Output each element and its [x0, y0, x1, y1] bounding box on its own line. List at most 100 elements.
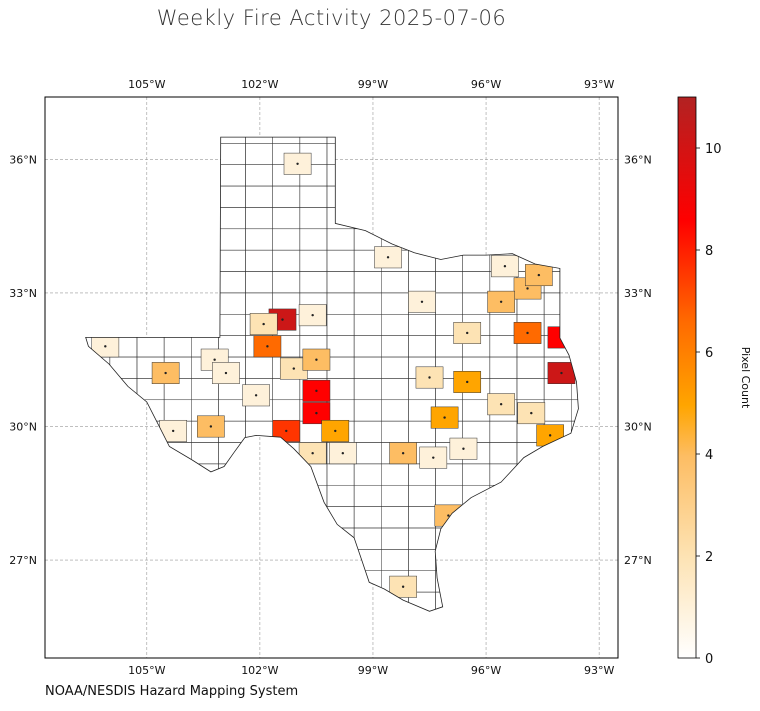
county-cell [109, 506, 138, 529]
county-cell [109, 292, 138, 315]
fire-detection-point [560, 371, 563, 375]
county-cell [353, 164, 382, 187]
county-cell [489, 228, 518, 251]
county-cell [489, 527, 518, 550]
county-cell [85, 442, 111, 465]
county-cell [381, 137, 409, 144]
county-cell [435, 164, 463, 187]
county-cell [245, 506, 273, 529]
fire-detection-point [466, 331, 469, 335]
county-cell [85, 420, 111, 443]
county-cell [543, 570, 572, 593]
county-cell [136, 591, 165, 612]
county-cell [462, 506, 491, 529]
county-cell [571, 292, 579, 315]
county-cell [163, 463, 192, 486]
county-cell [136, 442, 165, 465]
fire-detection-point [462, 447, 465, 450]
county-cell [489, 137, 518, 144]
county-cell [191, 143, 219, 165]
county-cell [571, 164, 579, 187]
fire-detection-point [526, 287, 529, 290]
county-cell [85, 463, 111, 486]
colorbar-tick-0: 0 [705, 652, 713, 667]
texas-border [85, 136, 579, 612]
county-cell [136, 570, 165, 593]
colorbar-tick-4: 8 [705, 244, 713, 259]
lat-tick-right-1: 33°N [624, 287, 652, 300]
county-cell [163, 314, 192, 336]
county-cell [85, 228, 111, 251]
county-cell [326, 570, 355, 593]
county-cell [136, 314, 165, 336]
county-cell [163, 484, 192, 507]
county-cell [163, 506, 192, 529]
fire-detection-point [164, 371, 167, 375]
county-cell [109, 185, 138, 208]
county-cell [136, 143, 165, 165]
county-cell [571, 484, 579, 507]
county-cell [163, 137, 192, 144]
county-cell [245, 549, 273, 571]
county-cell [272, 527, 301, 550]
county-cell [191, 137, 219, 144]
county-cell [571, 356, 579, 379]
county-cell [353, 137, 382, 144]
county-cell [489, 570, 518, 593]
county-cell [381, 185, 409, 208]
county-cell [571, 143, 579, 165]
colorbar [677, 96, 697, 659]
county-cell [85, 207, 111, 230]
fire-detection-point [530, 411, 533, 415]
county-cell [109, 399, 138, 422]
county-cell [326, 591, 355, 612]
county-cell [489, 185, 518, 208]
county-cell [543, 463, 572, 486]
lon-tick-top-2: 99°W [358, 78, 388, 91]
county-cell [218, 527, 246, 550]
county-cell [136, 484, 165, 507]
county-cell [543, 527, 572, 550]
county-cell [516, 143, 545, 165]
county-cell [516, 506, 545, 529]
county-cell [136, 185, 165, 208]
county-cell [516, 591, 545, 612]
county-cell [462, 164, 491, 187]
county-cell [435, 137, 463, 144]
county-cell [136, 249, 165, 272]
county-cell [109, 463, 138, 486]
texas-land [85, 137, 579, 612]
county-cell [435, 207, 463, 230]
colorbar-tick-1: 2 [705, 550, 713, 565]
county-cell [462, 591, 491, 612]
fire-detection-point [432, 456, 435, 459]
county-cell [163, 143, 192, 165]
fire-detection-point [281, 318, 284, 321]
county-cell [462, 207, 491, 230]
county-cell [516, 207, 545, 230]
fire-detection-point [443, 416, 446, 419]
lat-tick-left-0: 36°N [9, 153, 37, 166]
county-cell [543, 484, 572, 507]
county-cell [299, 570, 328, 593]
county-cell [299, 137, 328, 144]
fire-detection-point [560, 336, 563, 339]
county-cell [109, 420, 138, 443]
county-cell [191, 506, 219, 529]
fire-detection-point [503, 264, 507, 268]
county-cell [163, 591, 192, 612]
fire-detection-point [254, 394, 258, 397]
county-cell [462, 228, 491, 251]
county-cell [245, 527, 273, 550]
county-cell [462, 527, 491, 550]
county-cell [85, 185, 111, 208]
fire-detection-point [209, 425, 213, 428]
county-cell [571, 591, 579, 612]
county-cell [191, 570, 219, 593]
county-cell [109, 484, 138, 507]
county-cell [245, 570, 273, 593]
county-cell [462, 143, 491, 165]
fire-detection-point [315, 358, 318, 361]
county-cell [245, 484, 273, 507]
county-cell [163, 249, 192, 272]
